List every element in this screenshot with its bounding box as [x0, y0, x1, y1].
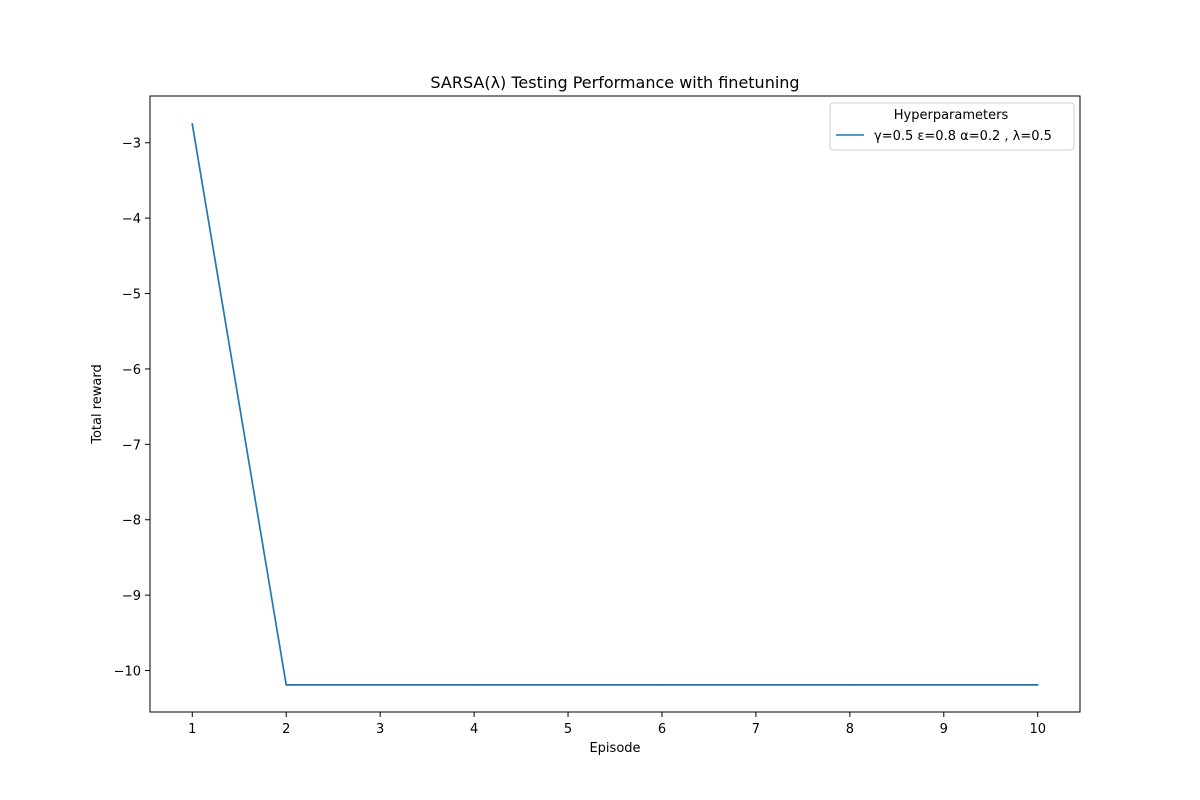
y-tick-label: −9: [122, 589, 141, 604]
y-tick-label: −4: [122, 212, 141, 227]
x-tick-label: 1: [188, 722, 196, 737]
x-tick-label: 10: [1029, 722, 1046, 737]
series-point: [942, 683, 945, 686]
x-axis-ticks: 1 2 3 4 5 6 7 8 9 10: [188, 712, 1046, 737]
y-tick-label: −3: [122, 137, 141, 152]
series-point: [661, 683, 663, 686]
x-tick-label: 8: [846, 722, 854, 737]
x-tick-label: 9: [940, 722, 948, 737]
series-point: [755, 683, 757, 686]
series-point: [848, 683, 851, 686]
series-layer: [191, 122, 1039, 686]
legend: Hyperparameters γ=0.5 ε=0.8 α=0.2 , λ=0.…: [829, 102, 1075, 151]
legend-title: Hyperparameters: [894, 108, 1009, 123]
series-point: [1036, 683, 1039, 686]
y-axis-ticks: −3 −4 −5 −6 −7 −8 −9 −10: [114, 137, 150, 680]
legend-box: [829, 102, 1075, 151]
series-point: [473, 683, 475, 686]
y-tick-label: −8: [122, 514, 141, 529]
y-tick-label: −10: [114, 665, 141, 680]
chart-title: SARSA(λ) Testing Performance with finetu…: [430, 73, 799, 92]
y-tick-label: −5: [122, 288, 141, 303]
series-point: [379, 683, 382, 686]
x-tick-label: 4: [470, 722, 478, 737]
series-point: [285, 683, 288, 686]
y-tick-label: −6: [122, 363, 141, 378]
x-tick-label: 6: [658, 722, 666, 737]
x-tick-label: 2: [282, 722, 290, 737]
plot-area: 1 2 3 4 5 6 7 8 9 10 −3 −4 −5 −6 −7 −8 −9 −10: [114, 95, 1081, 737]
y-axis-label: Total reward: [90, 364, 105, 445]
series-line-0: [191, 123, 1038, 686]
x-tick-label: 3: [376, 722, 384, 737]
x-tick-label: 5: [564, 722, 572, 737]
x-tick-label: 7: [752, 722, 760, 737]
x-axis-label: Episode: [589, 741, 640, 756]
y-tick-label: −7: [122, 438, 141, 453]
axes-frame: [149, 95, 1081, 713]
series-point: [191, 122, 194, 125]
legend-entry-label: γ=0.5 ε=0.8 α=0.2 , λ=0.5: [874, 129, 1052, 144]
series-point: [567, 683, 569, 686]
